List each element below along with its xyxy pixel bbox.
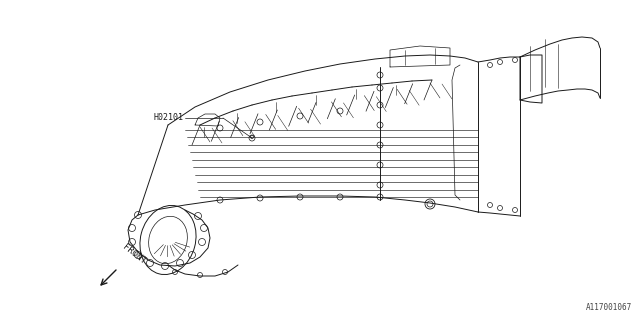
Text: A117001067: A117001067 bbox=[586, 303, 632, 312]
Text: H02101: H02101 bbox=[153, 114, 183, 123]
Text: FRONT: FRONT bbox=[121, 242, 148, 266]
